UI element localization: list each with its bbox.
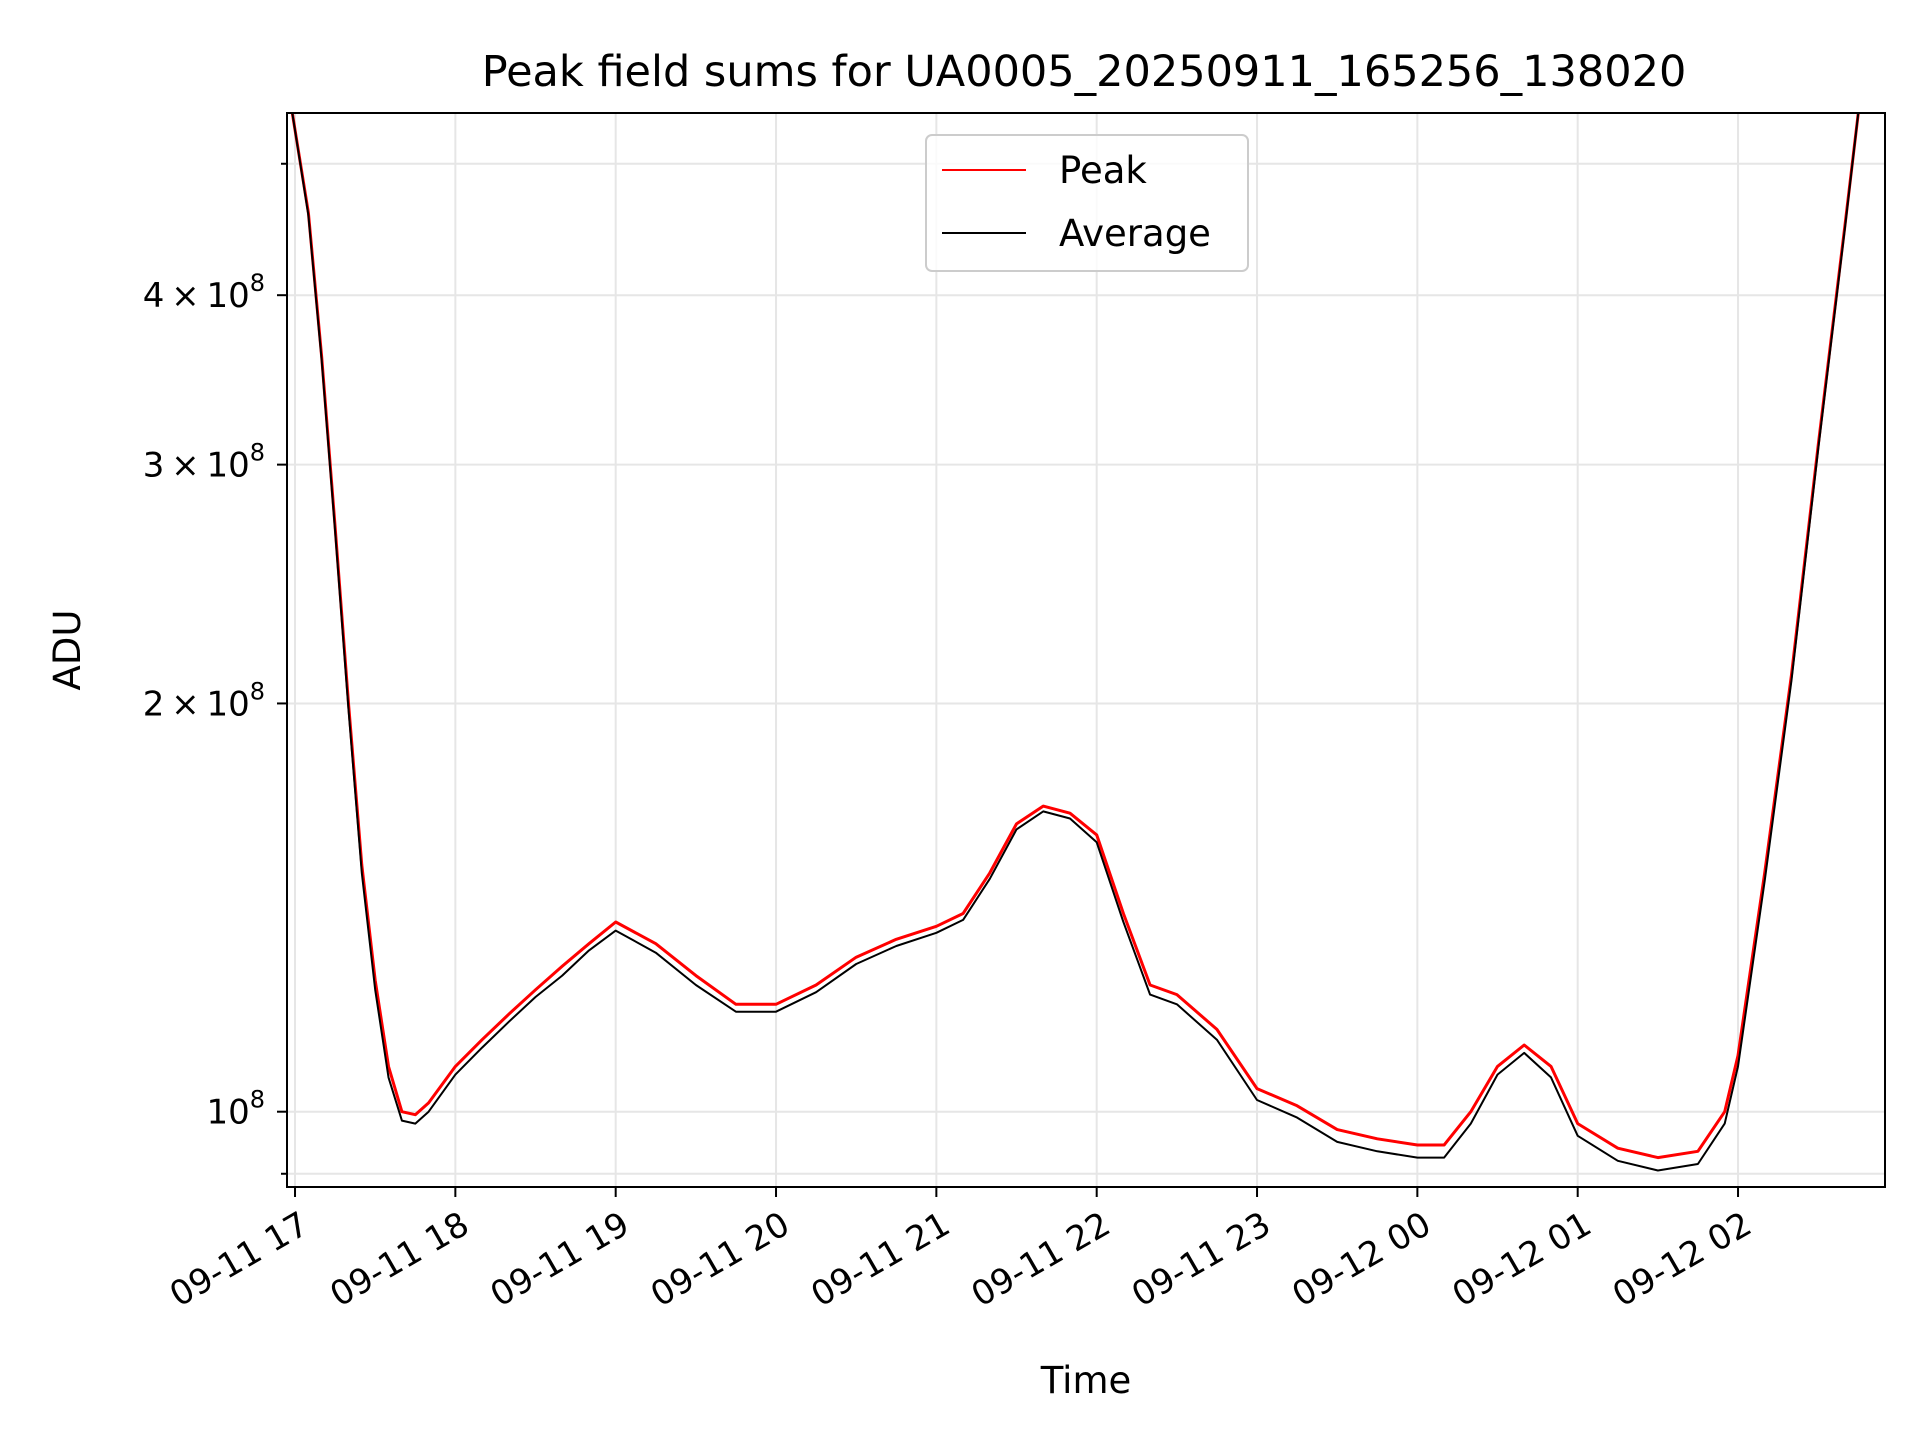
y-tick-label: 4 × 108 [143, 269, 265, 316]
x-axis-label: Time [1040, 1359, 1132, 1402]
y-tick-label: 2 × 108 [143, 677, 265, 724]
grid [287, 113, 1885, 1187]
legend: Peak Average [925, 134, 1249, 272]
series-line-average [291, 113, 1860, 1172]
y-axis-label: ADU [46, 610, 89, 691]
plot-frame [286, 112, 1886, 1188]
series-layer [290, 113, 1860, 1172]
series-line-peak [290, 113, 1860, 1160]
chart-title: Peak field sums for UA0005_20250911_1652… [482, 47, 1687, 97]
y-tick-label: 3 × 108 [143, 439, 265, 486]
legend-label-peak: Peak [1059, 149, 1147, 192]
legend-label-average: Average [1059, 212, 1211, 255]
